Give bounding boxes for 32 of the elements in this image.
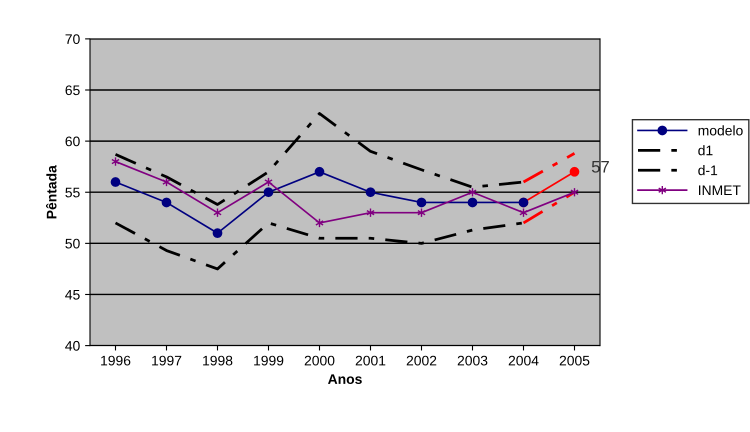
- point: [416, 198, 426, 208]
- y-tick-label: 50: [65, 238, 80, 249]
- x-tick-label: 2000: [304, 356, 334, 366]
- x-axis-title: Anos: [328, 374, 362, 384]
- y-tick-label: 60: [66, 136, 80, 146]
- x-tick-label: 2002: [406, 356, 436, 366]
- x-tick-label: 1997: [152, 356, 182, 366]
- x-tick-label: 1998: [203, 356, 232, 366]
- legend-label: d1: [698, 145, 712, 156]
- legend-label: modelo: [698, 125, 743, 136]
- y-tick-label: 55: [65, 188, 80, 198]
- point: [264, 187, 274, 198]
- point: [366, 187, 376, 198]
- point: [468, 198, 478, 208]
- x-tick-label: 2001: [356, 356, 386, 366]
- y-tick-label: 40: [65, 340, 80, 351]
- point: [162, 198, 172, 208]
- y-tick-label: 65: [66, 85, 80, 96]
- y-tick-label: 45: [65, 290, 80, 300]
- legend-label: INMET: [699, 185, 741, 195]
- x-tick-label: 2003: [458, 356, 488, 366]
- y-axis-title: Pêntada: [46, 165, 57, 218]
- point: [110, 177, 120, 187]
- legend-label: d-1: [698, 165, 718, 176]
- x-tick-label: 1996: [101, 356, 130, 366]
- point: [314, 166, 324, 177]
- y-tick-label: 70: [66, 34, 80, 44]
- x-tick-label: 2004: [508, 356, 539, 366]
- point: [570, 166, 580, 177]
- point: [212, 228, 222, 238]
- x-tick-label: 2005: [560, 356, 590, 366]
- x-tick-label: 1999: [254, 356, 284, 366]
